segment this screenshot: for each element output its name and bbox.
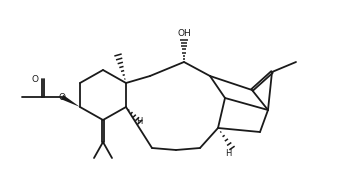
Text: H: H <box>225 148 231 158</box>
Text: O: O <box>58 92 65 101</box>
Polygon shape <box>61 95 80 107</box>
Text: O: O <box>31 74 38 83</box>
Text: H: H <box>136 117 142 125</box>
Text: OH: OH <box>177 28 191 37</box>
